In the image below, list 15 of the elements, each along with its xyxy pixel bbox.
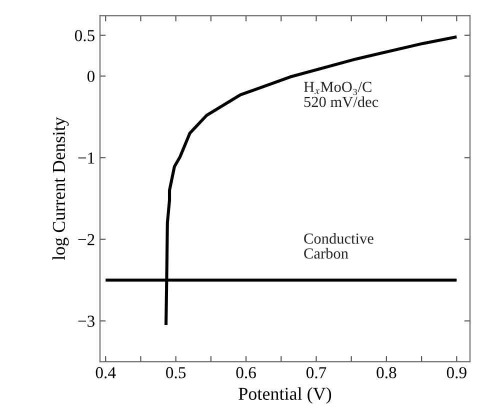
y-tick-label: −3 (78, 316, 94, 327)
y-tick-label: −2 (78, 234, 94, 246)
annotation: Conductive Carbon (304, 232, 374, 259)
x-tick-label: 0.4 (96, 367, 116, 378)
x-tick-label: 0.5 (166, 367, 186, 378)
x-axis-title: Potential (V) (238, 387, 332, 404)
x-tick-label: 0.9 (446, 367, 466, 378)
y-tick-label: 0 (87, 70, 95, 82)
x-tick-label: 0.7 (306, 367, 326, 378)
y-tick-label: −1 (78, 152, 94, 164)
y-axis-title: log Current Density (52, 117, 69, 260)
annotation: H$_{x}$MoO₃/C 520 mV/dec (304, 82, 378, 108)
y-tick-label: 0.5 (74, 30, 94, 42)
x-tick-label: 0.8 (376, 367, 396, 378)
x-tick-label: 0.6 (236, 367, 256, 378)
